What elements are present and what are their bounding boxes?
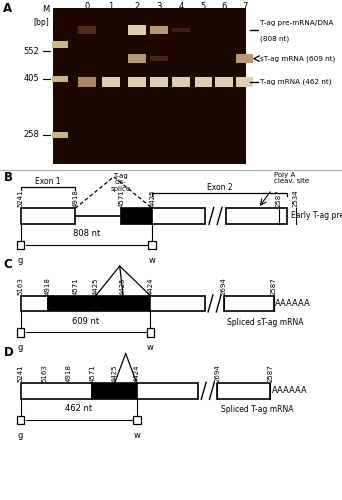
Bar: [121, 208, 152, 224]
Bar: [217, 383, 270, 398]
Bar: [53, 8, 246, 164]
Bar: [21, 383, 92, 398]
Text: 4918: 4918: [65, 364, 71, 382]
Text: w: w: [149, 256, 156, 265]
Bar: [236, 54, 253, 63]
Text: Poly A
cleav. site: Poly A cleav. site: [274, 172, 309, 184]
Bar: [226, 208, 287, 224]
Bar: [172, 28, 190, 32]
Bar: [78, 26, 96, 34]
Text: Early T-ag pre-mRNA: Early T-ag pre-mRNA: [291, 212, 342, 220]
Text: 4571: 4571: [89, 364, 95, 382]
Bar: [21, 208, 75, 224]
Text: (808 nt): (808 nt): [260, 36, 289, 42]
Bar: [148, 240, 156, 249]
Text: 552: 552: [24, 46, 39, 56]
Bar: [21, 296, 48, 311]
Bar: [150, 78, 168, 86]
Text: 4: 4: [179, 2, 184, 11]
Text: 6: 6: [221, 2, 227, 11]
Text: 7: 7: [242, 2, 247, 11]
Bar: [78, 78, 96, 86]
Text: 2: 2: [134, 2, 140, 11]
Text: 4571: 4571: [72, 277, 78, 295]
Bar: [195, 78, 212, 86]
Bar: [17, 240, 24, 249]
Text: 4425: 4425: [120, 278, 126, 295]
Text: 4425: 4425: [111, 365, 118, 382]
Bar: [52, 132, 68, 138]
Text: 4918: 4918: [72, 190, 78, 208]
Text: w: w: [133, 431, 140, 440]
Text: T-ag mRNA (462 nt): T-ag mRNA (462 nt): [260, 79, 331, 86]
Text: 258: 258: [24, 130, 39, 140]
Text: 5241: 5241: [17, 190, 24, 208]
Text: B: B: [3, 171, 12, 184]
Text: 2694: 2694: [214, 364, 220, 382]
Text: 4425: 4425: [149, 190, 155, 208]
Text: sT-ag mRNA (609 nt): sT-ag mRNA (609 nt): [260, 56, 335, 62]
Text: 609 nt: 609 nt: [72, 316, 99, 326]
Bar: [152, 208, 205, 224]
Text: 4424: 4424: [147, 278, 154, 295]
Text: 4571: 4571: [118, 190, 124, 208]
Text: 5: 5: [201, 2, 206, 11]
Text: 2587: 2587: [276, 190, 282, 208]
Bar: [137, 383, 198, 398]
Bar: [224, 296, 274, 311]
Text: 0: 0: [84, 2, 90, 11]
Bar: [128, 25, 146, 35]
Text: AAAAAA: AAAAAA: [275, 299, 311, 308]
Text: w: w: [147, 344, 154, 352]
Bar: [17, 416, 24, 424]
Text: 2587: 2587: [267, 364, 273, 382]
Bar: [150, 296, 205, 311]
Text: [bp]: [bp]: [34, 18, 50, 28]
Text: g: g: [18, 256, 23, 265]
Text: g: g: [18, 431, 23, 440]
Text: 2587: 2587: [271, 277, 277, 295]
Text: D: D: [3, 346, 13, 359]
Bar: [147, 328, 154, 336]
Bar: [52, 76, 68, 82]
Bar: [48, 296, 96, 311]
Bar: [236, 78, 253, 86]
Text: 4425: 4425: [93, 278, 99, 295]
Text: C: C: [3, 258, 12, 272]
Bar: [128, 78, 146, 86]
Text: T-ag pre-mRNA/DNA: T-ag pre-mRNA/DNA: [260, 20, 333, 26]
Bar: [215, 78, 233, 86]
Bar: [17, 328, 24, 336]
Text: AAAAAA: AAAAAA: [272, 386, 308, 396]
Text: 1: 1: [108, 2, 114, 11]
Text: Exon 2: Exon 2: [207, 183, 233, 192]
Text: 2694: 2694: [221, 277, 227, 295]
Bar: [133, 416, 141, 424]
Text: 5163: 5163: [41, 364, 48, 382]
Bar: [128, 54, 146, 63]
Text: T-ag
cis-
splice: T-ag cis- splice: [110, 172, 131, 192]
Bar: [172, 78, 190, 86]
Text: 5241: 5241: [17, 365, 24, 382]
Bar: [96, 296, 150, 311]
Text: Spliced T-ag mRNA: Spliced T-ag mRNA: [221, 405, 293, 414]
Bar: [52, 41, 68, 48]
Bar: [102, 78, 120, 86]
Bar: [92, 383, 137, 398]
Text: M: M: [42, 5, 50, 14]
Text: Spliced sT-ag mRNA: Spliced sT-ag mRNA: [227, 318, 304, 326]
Text: 808 nt: 808 nt: [73, 229, 100, 238]
Text: 5163: 5163: [17, 277, 24, 295]
Bar: [150, 26, 168, 34]
Text: 3: 3: [156, 2, 162, 11]
Text: Exon 1: Exon 1: [35, 177, 61, 186]
Text: 4424: 4424: [134, 365, 140, 382]
Text: 462 nt: 462 nt: [65, 404, 92, 413]
Text: 2534: 2534: [293, 190, 299, 208]
Text: 4918: 4918: [45, 277, 51, 295]
Bar: [150, 56, 168, 61]
Text: 405: 405: [24, 74, 39, 83]
Text: g: g: [18, 344, 23, 352]
Text: A: A: [3, 2, 13, 15]
